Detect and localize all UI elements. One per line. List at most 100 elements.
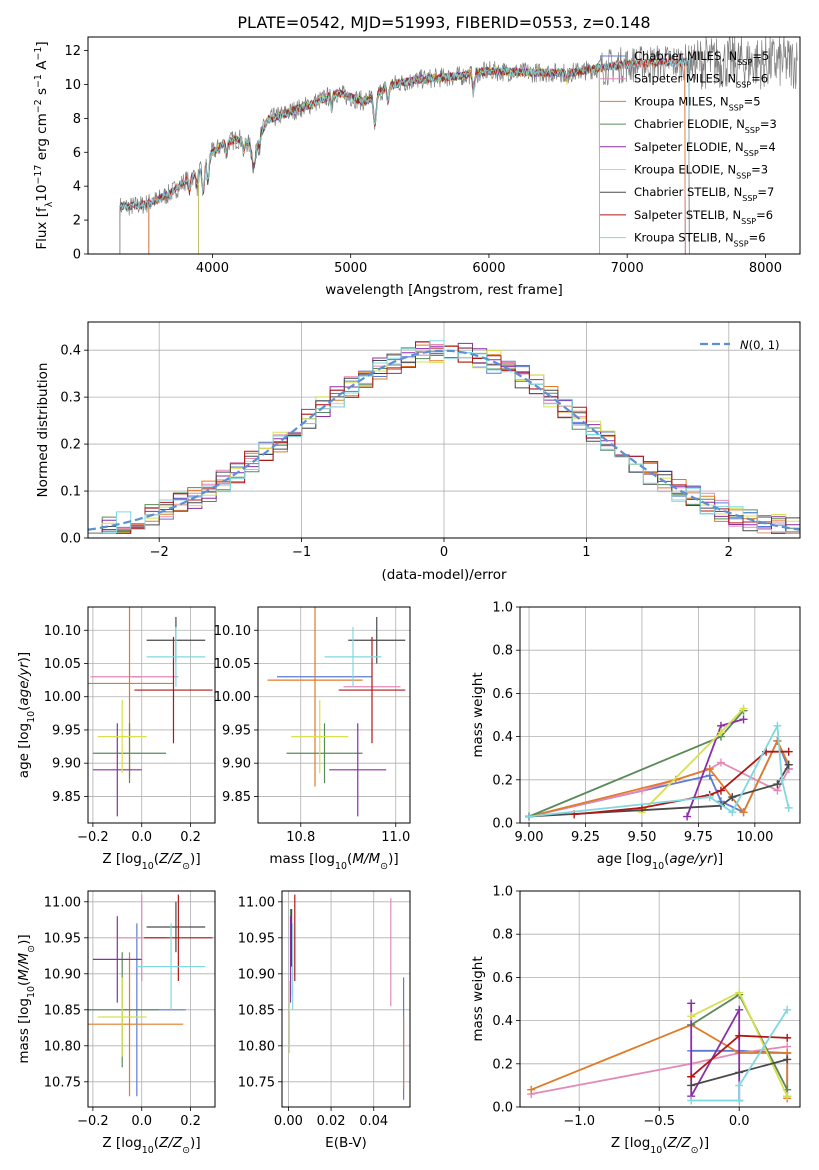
weight-marker [739, 808, 748, 817]
age-vs-mass-plot-area [267, 607, 406, 817]
errorbar-point [324, 626, 382, 687]
weight-vs-Z-frame [519, 890, 801, 1108]
weight-marker [739, 715, 748, 724]
y-tick-label: 10.80 [44, 1039, 81, 1054]
weight-marker [783, 1092, 792, 1101]
y-tick-label: 12 [64, 44, 81, 59]
y-tick-label: 10.85 [238, 1003, 275, 1018]
x-axis-label: age [log10(age/yr)] [597, 851, 723, 872]
errorbar-point [286, 723, 363, 784]
x-tick-label: 9.00 [515, 830, 544, 845]
errorbar-point [88, 952, 184, 1097]
x-tick-label: 8000 [749, 261, 782, 276]
weight-marker [777, 775, 786, 784]
y-tick-label: 0.6 [492, 687, 513, 702]
weight-marker [735, 1068, 744, 1077]
age-vs-Z-frame [87, 606, 216, 824]
x-axis-label: Z [log10(Z/Z⊙)] [611, 1135, 709, 1156]
weight-vs-age-ticks: 9.00 9.25 9.50 9.75 10.00 0.0 0.2 0.4 0.6 0.8 1.0 [492, 601, 773, 846]
weight-marker [728, 808, 737, 817]
spectrum-frame [87, 36, 801, 255]
y-tick-label: 0.0 [492, 1101, 513, 1116]
normal-curve [88, 349, 800, 531]
x-tick-label: 0.0 [131, 1114, 152, 1129]
y-tick-label: 0.8 [492, 928, 513, 943]
y-tick-label: 10.90 [238, 967, 275, 982]
y-tick-label: 10.80 [238, 1039, 275, 1054]
spectrum-plot-area [119, 37, 798, 254]
legend-label: Salpeter ELODIE, NSSP=4 [634, 140, 776, 158]
model-kroupa-miles [148, 57, 686, 254]
y-axis-label: mass weight [470, 956, 486, 1041]
y-tick-label: 0.0 [60, 532, 81, 547]
weight-vs-Z-plot-area [527, 988, 792, 1105]
model-kroupa-stelib [119, 57, 690, 254]
y-tick-label: 0.4 [492, 730, 513, 745]
x-tick-label: 0.00 [274, 1114, 303, 1129]
y-tick-label: 10.75 [44, 1075, 81, 1090]
legend-label: N(0, 1) [740, 338, 780, 352]
weight-marker [716, 728, 725, 737]
y-tick-label: 0.8 [492, 644, 513, 659]
y-tick-label: 10.00 [214, 690, 251, 705]
weight-line-chabrier-stelib [528, 764, 790, 818]
weight-marker [784, 747, 793, 756]
legend-label: Chabrier STELIB, NSSP=7 [634, 185, 774, 203]
weight-marker [705, 765, 714, 773]
x-axis-label: E(B-V) [325, 1135, 367, 1151]
errorbar-point [267, 607, 363, 787]
legend: N(0, 1) [700, 338, 780, 352]
weight-marker [728, 793, 737, 802]
mass-vs-EBV-frame [281, 890, 411, 1108]
legend-label: Salpeter STELIB, NSSP=6 [634, 208, 773, 226]
age-vs-Z-panel: −0.2 0.0 0.2 9.85 9.90 9.95 10.00 10.05 10.10 [44, 606, 216, 845]
y-tick-label: 9.85 [52, 790, 81, 805]
y-axis-label: Normed distribution [35, 363, 51, 498]
y-tick-label: 10.05 [214, 657, 251, 672]
age-vs-mass-panel: 10.8 11.0 9.85 9.90 9.95 10.00 10.05 10.10 [214, 606, 411, 845]
y-tick-label: 0.6 [492, 971, 513, 986]
y-axis-label: mass weight [470, 672, 486, 757]
y-tick-label: 1.0 [492, 885, 513, 900]
model-chabrier-miles [148, 57, 686, 254]
mass-vs-EBV-panel: 0.00 0.02 0.04 10.75 10.80 10.85 10.90 10.95 11.… [238, 890, 411, 1129]
errorbar-point [329, 723, 387, 817]
residuals-frame [87, 321, 801, 539]
errorbar-point [291, 700, 349, 774]
spectrum-panel: 4000 5000 6000 7000 8000 0 2 4 6 8 10 12 [64, 36, 801, 276]
errorbar-point [144, 894, 213, 981]
residuals-plot-area [88, 340, 800, 534]
y-tick-label: 0.4 [60, 344, 81, 359]
weight-marker [683, 812, 692, 821]
weight-marker [687, 999, 696, 1008]
weight-marker [687, 1081, 696, 1090]
y-tick-label: 0.0 [492, 817, 513, 832]
weight-line-salpeter-elodie [690, 1003, 741, 1101]
y-tick-label: 8 [73, 112, 81, 127]
age-vs-mass-grid [258, 607, 410, 823]
x-tick-label: 1 [582, 545, 590, 560]
legend-label: Kroupa ELODIE, NSSP=3 [634, 163, 768, 181]
y-tick-label: 0 [73, 248, 81, 263]
x-tick-label: 0.2 [180, 1114, 201, 1129]
weight-marker [783, 1005, 792, 1014]
y-tick-label: 9.90 [222, 757, 251, 772]
x-tick-label: 0.04 [359, 1114, 388, 1129]
model-salpeter-elodie [198, 64, 600, 254]
x-tick-label: 10.8 [286, 830, 315, 845]
age-vs-mass-ticks: 10.8 11.0 9.85 9.90 9.95 10.00 10.05 10.10 [214, 624, 410, 845]
weight-marker [773, 721, 782, 730]
x-tick-label: 5000 [334, 261, 367, 276]
weight-marker [739, 704, 748, 713]
x-tick-label: −0.2 [77, 830, 109, 845]
weight-marker [716, 758, 725, 767]
y-tick-label: 10 [64, 78, 81, 93]
y-tick-label: 10.95 [238, 931, 275, 946]
model-kroupa-elodie [198, 63, 600, 254]
weight-marker [687, 1096, 696, 1105]
weight-marker [525, 812, 534, 821]
errorbar-point [92, 723, 167, 784]
y-tick-label: 0.3 [60, 391, 81, 406]
y-tick-label: 10.95 [44, 931, 81, 946]
